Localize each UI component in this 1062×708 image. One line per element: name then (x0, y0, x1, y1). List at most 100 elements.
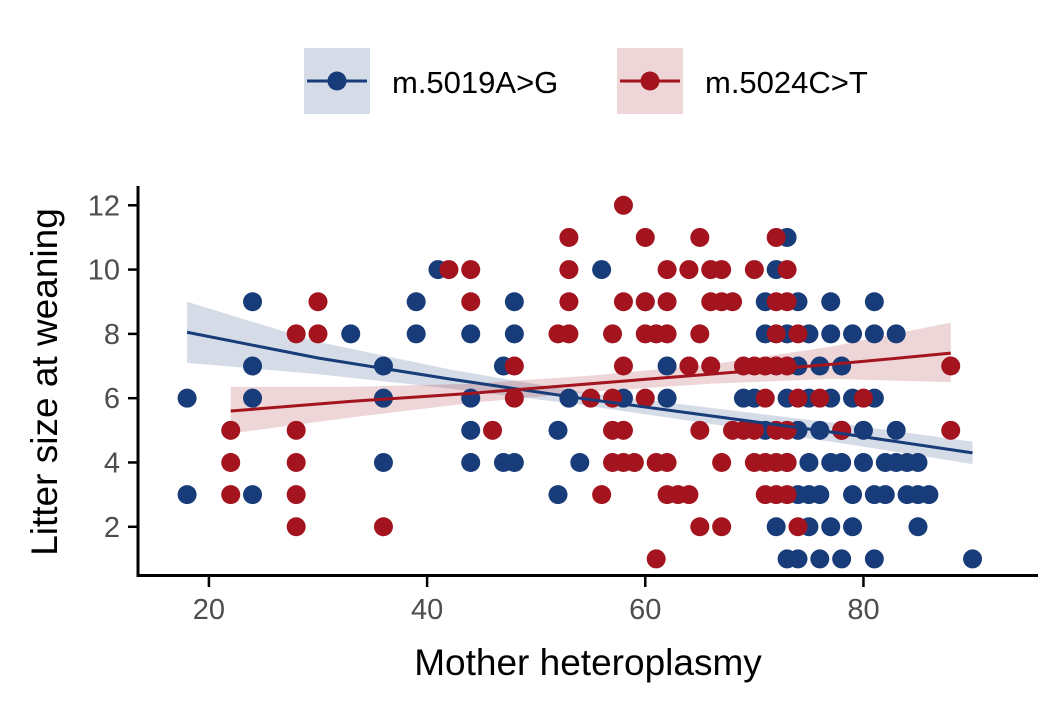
y-axis-ticks: 2 4 6 8 10 12 (88, 190, 138, 544)
point-m5024-84 (777, 452, 797, 472)
point-m5024-37 (635, 388, 655, 408)
x-tick-label-20: 20 (193, 594, 225, 626)
point-m5019-71 (853, 452, 873, 472)
point-m5024-51 (690, 324, 710, 344)
x-tick-label-40: 40 (411, 594, 443, 626)
x-tick-label-60: 60 (629, 594, 661, 626)
y-tick-label-4: 4 (104, 447, 120, 479)
point-m5024-0 (221, 420, 241, 440)
point-m5024-28 (613, 195, 633, 215)
point-m5024-8 (308, 292, 328, 312)
point-m5019-5 (243, 485, 263, 505)
point-m5024-47 (679, 260, 699, 280)
point-m5019-26 (592, 260, 612, 280)
point-m5024-13 (461, 292, 481, 312)
point-m5024-88 (788, 517, 808, 537)
point-m5024-90 (832, 420, 852, 440)
legend-item-m5024: m.5024C>T (617, 48, 868, 114)
point-m5019-79 (886, 324, 906, 344)
point-m5024-91 (853, 388, 873, 408)
point-m5019-47 (788, 549, 808, 569)
point-m5019-3 (243, 356, 263, 376)
point-m5024-87 (788, 388, 808, 408)
point-m5024-5 (286, 452, 306, 472)
fit-line-m5024 (230, 351, 951, 413)
x-tick-label-80: 80 (847, 594, 879, 626)
point-m5024-75 (766, 324, 786, 344)
point-m5019-29 (657, 356, 677, 376)
point-m5024-65 (744, 260, 764, 280)
point-m5024-31 (613, 420, 633, 440)
point-m5024-56 (701, 356, 721, 376)
point-m5019-64 (832, 452, 852, 472)
point-m5024-50 (690, 227, 710, 247)
point-m5019-86 (908, 517, 928, 537)
point-m5024-93 (941, 420, 961, 440)
point-m5019-87 (919, 485, 939, 505)
point-m5024-16 (504, 388, 524, 408)
point-m5024-4 (286, 420, 306, 440)
point-m5019-13 (461, 324, 481, 344)
point-m5024-49 (679, 485, 699, 505)
point-m5019-76 (864, 549, 884, 569)
point-m5019-21 (504, 452, 524, 472)
point-m5019-23 (548, 485, 568, 505)
point-m5024-20 (559, 292, 579, 312)
fit-lines (186, 330, 973, 455)
point-m5024-85 (777, 485, 797, 505)
point-m5024-11 (439, 260, 459, 280)
point-m5019-73 (864, 324, 884, 344)
point-m5019-56 (810, 549, 830, 569)
point-m5024-73 (766, 227, 786, 247)
point-m5024-60 (712, 517, 732, 537)
data-points (177, 195, 983, 569)
point-m5019-58 (821, 324, 841, 344)
point-m5019-57 (821, 292, 841, 312)
point-m5024-81 (777, 292, 797, 312)
point-m5024-10 (373, 517, 393, 537)
point-m5024-6 (286, 485, 306, 505)
point-m5019-7 (373, 356, 393, 376)
y-tick-label-6: 6 (104, 383, 120, 415)
point-m5019-78 (875, 485, 895, 505)
point-m5024-2 (221, 485, 241, 505)
point-m5024-14 (483, 420, 503, 440)
point-m5024-24 (603, 324, 623, 344)
point-m5024-82 (777, 356, 797, 376)
point-m5019-10 (406, 292, 426, 312)
confidence-band-m5024 (230, 322, 951, 434)
y-tick-label-12: 12 (88, 190, 120, 222)
point-m5019-22 (548, 420, 568, 440)
point-m5024-86 (788, 324, 808, 344)
point-m5024-48 (679, 356, 699, 376)
legend-label-m5024: m.5024C>T (705, 65, 868, 100)
point-m5024-9 (308, 324, 328, 344)
point-m5019-6 (341, 324, 361, 344)
point-m5019-50 (799, 452, 819, 472)
point-m5024-7 (286, 517, 306, 537)
point-m5019-68 (843, 485, 863, 505)
point-m5024-89 (810, 388, 830, 408)
point-m5019-69 (843, 517, 863, 537)
point-m5024-29 (613, 292, 633, 312)
point-m5019-16 (461, 452, 481, 472)
point-m5024-33 (624, 452, 644, 472)
legend-item-m5019: m.5019A>G (304, 48, 558, 114)
y-tick-label-2: 2 (104, 512, 120, 544)
point-m5024-41 (657, 260, 677, 280)
point-m5024-34 (635, 227, 655, 247)
point-m5024-42 (657, 292, 677, 312)
point-m5024-44 (657, 452, 677, 472)
point-m5019-2 (243, 292, 263, 312)
point-m5019-20 (504, 324, 524, 344)
point-m5019-11 (406, 324, 426, 344)
point-m5019-62 (832, 356, 852, 376)
point-m5019-72 (864, 292, 884, 312)
point-m5019-0 (177, 388, 197, 408)
point-m5024-40 (646, 549, 666, 569)
point-m5019-61 (821, 517, 841, 537)
point-m5019-4 (243, 388, 263, 408)
fit-line-m5019 (186, 330, 973, 455)
x-axis-ticks: 20 40 60 80 (193, 577, 880, 626)
